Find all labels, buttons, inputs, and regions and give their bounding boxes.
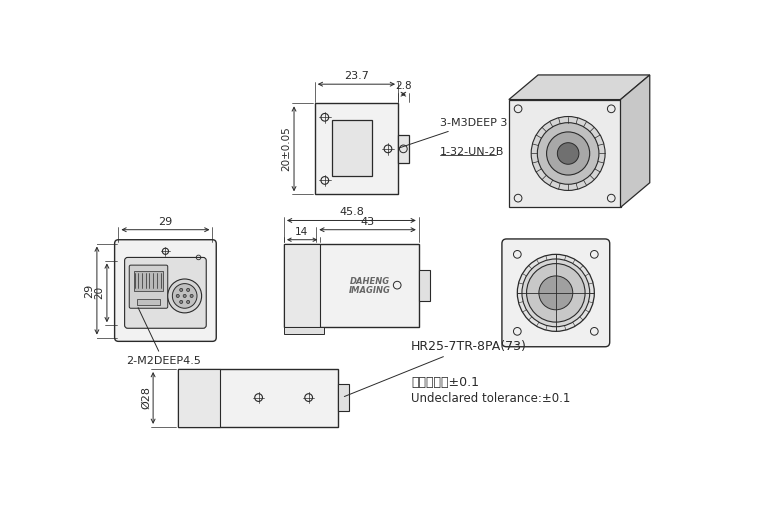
Circle shape — [527, 264, 585, 322]
Circle shape — [168, 279, 201, 313]
Text: DAHENG: DAHENG — [350, 277, 390, 286]
Text: IMAGING: IMAGING — [349, 286, 391, 295]
Text: 20: 20 — [94, 286, 105, 299]
Circle shape — [518, 254, 594, 331]
Circle shape — [531, 117, 605, 190]
Text: 2-M2DEEP4.5: 2-M2DEEP4.5 — [126, 307, 201, 366]
Text: HR25-7TR-8PA(73): HR25-7TR-8PA(73) — [344, 340, 527, 397]
Bar — [178, 369, 338, 427]
Circle shape — [190, 294, 193, 297]
Text: 14: 14 — [295, 228, 309, 237]
Circle shape — [539, 276, 573, 310]
Bar — [509, 100, 620, 207]
Bar — [338, 384, 349, 411]
Text: Ø28: Ø28 — [141, 386, 150, 409]
Circle shape — [557, 143, 579, 164]
Bar — [398, 135, 409, 163]
Circle shape — [537, 123, 599, 184]
FancyBboxPatch shape — [129, 265, 168, 308]
FancyBboxPatch shape — [115, 240, 217, 342]
Bar — [178, 369, 220, 427]
Text: 43: 43 — [360, 217, 375, 227]
Text: 未标注公差±0.1: 未标注公差±0.1 — [411, 377, 479, 389]
Bar — [134, 271, 163, 291]
Polygon shape — [509, 75, 650, 100]
Text: Undeclared tolerance:±0.1: Undeclared tolerance:±0.1 — [411, 392, 571, 405]
Circle shape — [179, 300, 182, 303]
Text: 29: 29 — [84, 284, 94, 298]
Circle shape — [187, 300, 190, 303]
Circle shape — [179, 289, 182, 292]
Text: 3-M3DEEP 3: 3-M3DEEP 3 — [399, 118, 508, 148]
FancyBboxPatch shape — [502, 239, 610, 347]
Bar — [284, 244, 320, 327]
Bar — [315, 103, 398, 194]
Circle shape — [183, 294, 186, 297]
Text: 1-32-UN-2B: 1-32-UN-2B — [440, 147, 505, 157]
Circle shape — [187, 289, 190, 292]
Text: 20±0.05: 20±0.05 — [282, 126, 292, 171]
Polygon shape — [620, 75, 650, 207]
Text: 45.8: 45.8 — [339, 207, 364, 217]
Bar — [419, 270, 429, 300]
Circle shape — [173, 284, 197, 308]
Circle shape — [176, 294, 179, 297]
Bar — [284, 244, 419, 327]
Text: 2.8: 2.8 — [395, 81, 412, 91]
Bar — [284, 327, 324, 334]
Text: 29: 29 — [158, 217, 173, 227]
Text: 23.7: 23.7 — [344, 71, 369, 81]
FancyBboxPatch shape — [125, 258, 206, 328]
Bar — [332, 120, 372, 176]
Bar — [137, 299, 160, 305]
Circle shape — [522, 259, 590, 327]
Circle shape — [546, 132, 590, 175]
